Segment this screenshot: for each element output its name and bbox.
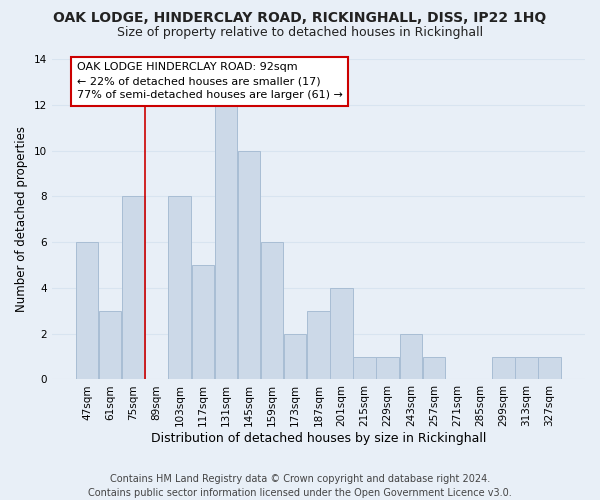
Bar (400, 334, 422, 380)
Bar (122, 196, 145, 380)
Bar (330, 288, 353, 380)
Text: Size of property relative to detached houses in Rickinghall: Size of property relative to detached ho… (117, 26, 483, 39)
Bar (353, 356, 376, 380)
X-axis label: Distribution of detached houses by size in Rickinghall: Distribution of detached houses by size … (151, 432, 486, 445)
Bar (492, 356, 515, 380)
Bar (515, 356, 538, 380)
Bar (99, 311, 121, 380)
Y-axis label: Number of detached properties: Number of detached properties (15, 126, 28, 312)
Text: OAK LODGE HINDERCLAY ROAD: 92sqm
← 22% of detached houses are smaller (17)
77% o: OAK LODGE HINDERCLAY ROAD: 92sqm ← 22% o… (77, 62, 343, 100)
Bar (191, 265, 214, 380)
Bar (538, 356, 561, 380)
Bar (423, 356, 445, 380)
Bar (169, 196, 191, 380)
Bar (76, 242, 98, 380)
Bar (238, 150, 260, 380)
Text: OAK LODGE, HINDERCLAY ROAD, RICKINGHALL, DISS, IP22 1HQ: OAK LODGE, HINDERCLAY ROAD, RICKINGHALL,… (53, 11, 547, 25)
Bar (215, 105, 237, 380)
Bar (261, 242, 283, 380)
Bar (376, 356, 399, 380)
Bar (284, 334, 307, 380)
Text: Contains HM Land Registry data © Crown copyright and database right 2024.
Contai: Contains HM Land Registry data © Crown c… (88, 474, 512, 498)
Bar (307, 311, 329, 380)
